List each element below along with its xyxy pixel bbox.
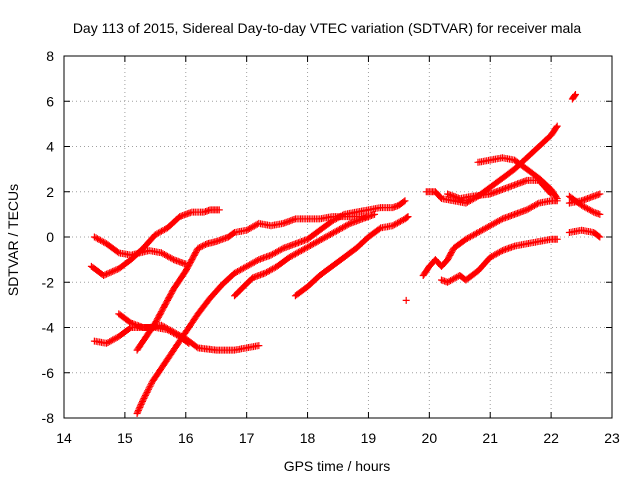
data-point-run (565, 226, 604, 241)
y-tick-label: 6 (46, 93, 54, 109)
y-tick-label: -6 (42, 365, 55, 381)
y-axis-label: SDTVAR / TECUs (5, 184, 21, 296)
y-tick-label: 2 (46, 184, 54, 200)
chart-title: Day 113 of 2015, Sidereal Day-to-day VTE… (73, 20, 582, 36)
data-point-run (87, 206, 223, 279)
x-tick-label: 17 (239, 430, 255, 446)
y-tick-label: 4 (46, 139, 54, 155)
data-point-run (565, 192, 604, 218)
data-points (87, 90, 604, 417)
data-track (419, 197, 561, 279)
y-tick-label: 8 (46, 48, 54, 64)
data-track (133, 197, 409, 417)
x-tick-label: 14 (56, 430, 72, 446)
x-tick-label: 23 (604, 430, 620, 446)
data-point-run (438, 235, 561, 286)
plot-frame (63, 55, 613, 419)
data-point-marker (402, 296, 410, 304)
data-point-run (568, 90, 579, 103)
x-tick-label: 19 (361, 430, 377, 446)
data-track (133, 213, 372, 354)
data-track (438, 235, 561, 286)
y-tick-label: 0 (46, 229, 54, 245)
data-track (231, 210, 379, 300)
data-track (87, 206, 223, 279)
y-tick-label: -8 (42, 410, 55, 426)
data-track (568, 90, 579, 103)
x-tick-label: 16 (178, 430, 194, 446)
data-point-run (444, 176, 555, 202)
tick-marks (63, 55, 613, 419)
data-point-run (419, 197, 561, 279)
data-point-run (291, 213, 412, 300)
data-point-run (133, 197, 409, 417)
data-track (291, 213, 412, 300)
x-tick-label: 21 (482, 430, 498, 446)
data-track (444, 176, 555, 202)
x-tick-label: 15 (117, 430, 133, 446)
y-tick-label: -2 (42, 274, 55, 290)
data-point-run (231, 210, 379, 300)
tick-labels: 14 15 16 17 18 19 20 21 22 23 -8 -6 -4 -2 0 2 4 6 8 (42, 48, 620, 446)
data-track (565, 192, 604, 218)
x-tick-label: 22 (543, 430, 559, 446)
data-track (565, 226, 604, 241)
x-tick-label: 20 (422, 430, 438, 446)
data-point-run (133, 213, 372, 354)
x-axis-label: GPS time / hours (284, 458, 391, 474)
x-tick-label: 18 (300, 430, 316, 446)
grid-layer (64, 56, 612, 418)
y-tick-label: -4 (42, 320, 55, 336)
